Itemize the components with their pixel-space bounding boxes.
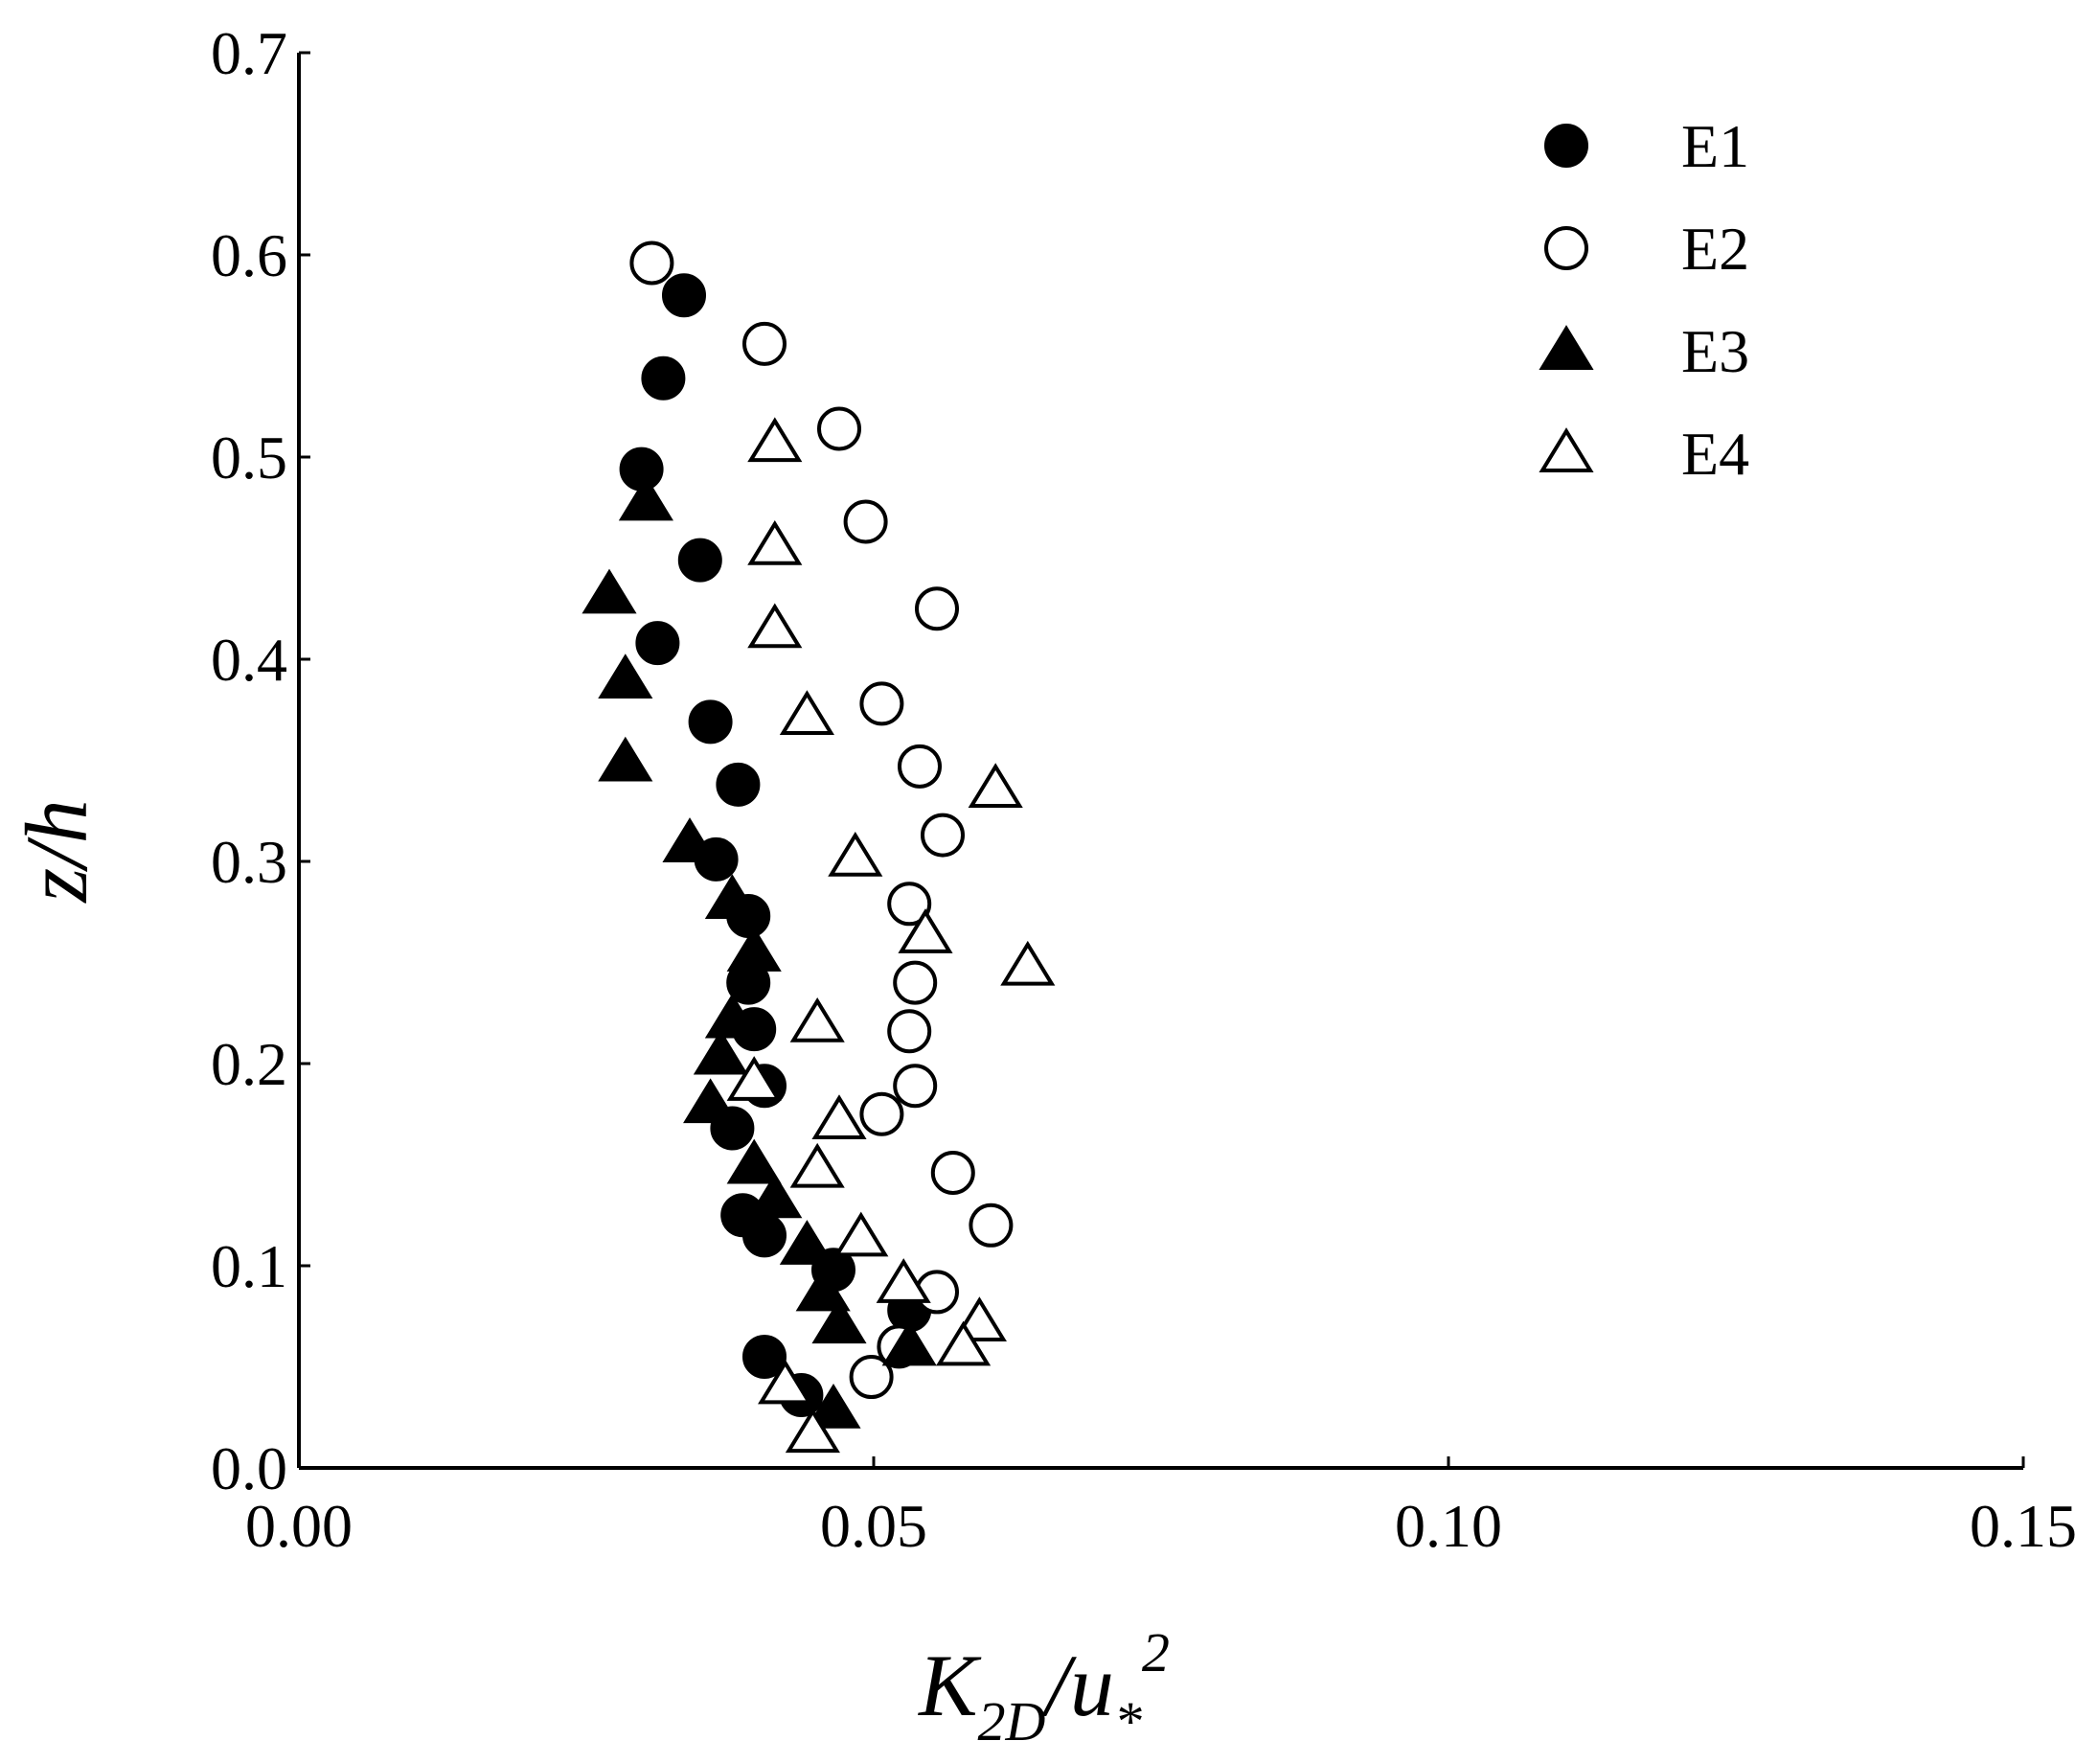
y-tick-label: 0.3 [211,828,287,896]
data-point-e2 [859,681,904,726]
data-point-e2 [893,1064,938,1109]
data-point-e3 [795,1266,851,1312]
data-point-e4 [1000,940,1056,986]
data-point-e4 [936,1320,992,1366]
data-points [582,241,1056,1454]
data-point-e3 [704,993,760,1039]
data-point-e4 [726,1056,782,1101]
data-point-e3 [747,1173,803,1219]
data-point-e3 [618,475,673,521]
data-point-e4 [779,690,834,736]
legend-item-e4: E4 [1539,420,1749,488]
y-tick-label: 0.6 [211,221,287,289]
data-point-e1 [619,447,664,492]
legend: E1 E2 E3 E4 [1539,112,1749,488]
x-axis-title-separator: /u [1040,1637,1114,1734]
legend-item-e1: E1 [1544,112,1749,180]
data-point-e3 [683,1078,739,1124]
data-point-e2 [921,813,965,858]
data-point-e4 [968,763,1023,808]
data-point-e3 [598,653,653,699]
x-axis-title-superscript: 2 [1142,1621,1170,1684]
x-tick-label: 0.05 [820,1492,927,1560]
y-tick-label: 0.5 [211,424,287,492]
legend-marker-e4 [1539,427,1594,472]
data-point-e2 [859,1091,904,1136]
data-point-e2 [817,406,861,451]
data-point-e2 [629,241,674,286]
data-point-e1 [641,355,686,401]
data-point-e3 [806,1383,861,1429]
data-point-e4 [828,831,883,877]
data-point-e1 [742,1334,787,1379]
data-point-e3 [881,1320,937,1366]
data-point-e2 [893,960,938,1005]
data-point-e1 [742,1213,787,1258]
legend-label-e4: E4 [1681,420,1749,488]
legend-item-e3: E3 [1539,317,1749,385]
data-point-e2 [969,1203,1014,1248]
data-point-e4 [785,1408,840,1454]
data-point-e3 [598,736,653,782]
y-tick-label: 0.0 [211,1434,287,1502]
data-point-e3 [726,927,782,972]
legend-label-e2: E2 [1681,215,1749,283]
data-point-e3 [582,568,637,614]
data-point-e4 [747,603,803,649]
legend-marker-e2 [1544,226,1588,270]
data-point-e4 [758,1359,813,1405]
y-tick-labels: 0.0 0.1 0.2 0.3 0.4 0.5 0.6 0.7 [211,19,310,1502]
data-point-e1 [635,621,680,666]
data-point-e4 [811,1094,867,1140]
y-tick-label: 0.2 [211,1030,287,1098]
data-point-e4 [747,520,803,565]
x-axis-title-base: K [917,1637,982,1734]
axes [297,53,2023,1470]
data-point-e2 [915,586,959,631]
data-point-e3 [779,1220,834,1265]
legend-label-e3: E3 [1681,317,1749,385]
data-point-e3 [811,1298,867,1344]
y-tick-label: 0.7 [211,19,287,87]
legend-item-e2: E2 [1544,215,1749,283]
data-point-e1 [716,762,761,807]
y-tick-label: 0.4 [211,626,287,694]
data-point-e4 [876,1258,931,1303]
y-axis-title: z/h [8,799,105,904]
x-tick-label: 0.00 [245,1492,353,1560]
x-tick-label: 0.15 [1970,1492,2077,1560]
data-point-e3 [704,874,760,920]
data-point-e2 [742,321,787,366]
data-point-e4 [789,1142,845,1188]
x-axis-title-subscript-star: * [1114,1690,1142,1753]
series-e4 [726,417,1056,1454]
data-point-e3 [726,1138,782,1184]
data-point-e1 [677,538,722,583]
x-axis-title-subscript: 2D [977,1690,1045,1753]
data-point-e4 [833,1211,889,1257]
series-e3 [582,475,937,1429]
legend-marker-e3 [1539,325,1594,370]
data-point-e4 [789,997,845,1042]
x-axis-title: K2D/u*2 [917,1621,1170,1753]
data-point-e3 [693,1029,748,1075]
data-point-e1 [688,699,733,745]
data-point-e4 [898,908,953,953]
data-point-e2 [887,1009,932,1054]
y-tick-label: 0.1 [211,1232,287,1300]
data-point-e1 [662,273,706,318]
data-point-e2 [930,1150,975,1195]
data-point-e2 [849,1355,894,1400]
legend-label-e1: E1 [1681,112,1749,180]
data-point-e4 [747,417,803,463]
data-point-e2 [843,499,888,544]
legend-marker-e1 [1544,124,1588,168]
data-point-e3 [662,817,718,862]
data-point-e2 [887,882,932,927]
x-tick-labels: 0.00 0.05 0.10 0.15 [245,1456,2077,1560]
x-tick-label: 0.10 [1395,1492,1502,1560]
data-point-e2 [898,744,942,789]
